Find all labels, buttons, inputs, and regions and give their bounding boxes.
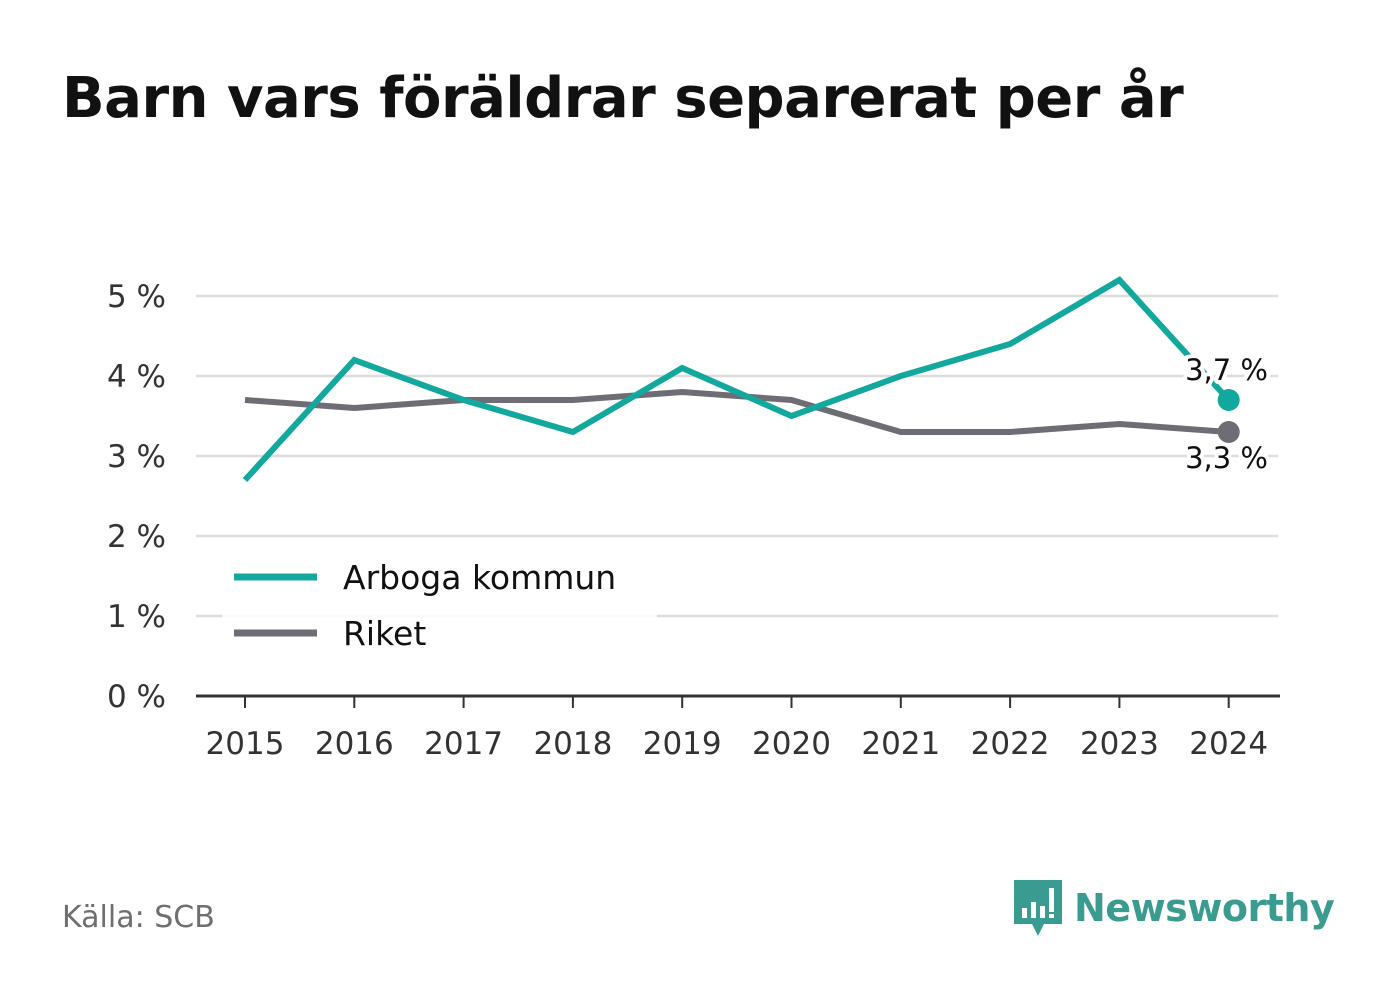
chart-title: Barn vars föräldrar separerat per år (62, 66, 1184, 131)
y-tick-label: 5 % (107, 279, 166, 315)
end-value-label: 3,7 % (1185, 353, 1268, 387)
series-lines (242, 276, 1231, 483)
brand-name: Newsworthy (1074, 886, 1335, 930)
y-tick-label: 2 % (107, 519, 166, 555)
end-point (1217, 421, 1240, 443)
x-tick-label: 2016 (315, 726, 394, 762)
end-point (1217, 389, 1240, 411)
legend-background (222, 548, 657, 666)
legend-label: Riket (343, 614, 426, 653)
x-tick-label: 2021 (861, 726, 940, 762)
series-line (244, 388, 1229, 435)
source-note: Källa: SCB (62, 900, 215, 935)
x-tick-label: 2015 (206, 726, 285, 762)
bar-chart-speech-bubble-icon (1014, 880, 1062, 936)
end-points: 3,7 % 3,3 % (1181, 349, 1272, 479)
x-tick-label: 2022 (971, 726, 1050, 762)
x-tick-label: 2018 (533, 726, 612, 762)
end-value-label: 3,3 % (1185, 441, 1268, 475)
y-tick-label: 0 % (107, 679, 166, 715)
x-axis (196, 694, 1280, 708)
y-tick-label: 4 % (107, 359, 166, 395)
y-tick-label: 1 % (107, 599, 166, 635)
x-tick-label: 2024 (1189, 726, 1268, 762)
y-axis-labels: 0 % 1 % 2 % 3 % 4 % 5 % (107, 279, 166, 715)
series-line (242, 276, 1231, 483)
x-axis-labels: 2015 2016 2017 2018 2019 2020 2021 2022 2023 2024 (206, 726, 1269, 762)
legend-label: Arboga kommun (343, 558, 616, 597)
x-tick-label: 2023 (1080, 726, 1159, 762)
legend: Arboga kommun Riket (222, 548, 657, 666)
y-tick-label: 3 % (107, 439, 166, 475)
x-tick-label: 2017 (424, 726, 503, 762)
brand-logo: Newsworthy (1012, 878, 1335, 938)
x-tick-label: 2020 (752, 726, 831, 762)
x-tick-label: 2019 (643, 726, 722, 762)
